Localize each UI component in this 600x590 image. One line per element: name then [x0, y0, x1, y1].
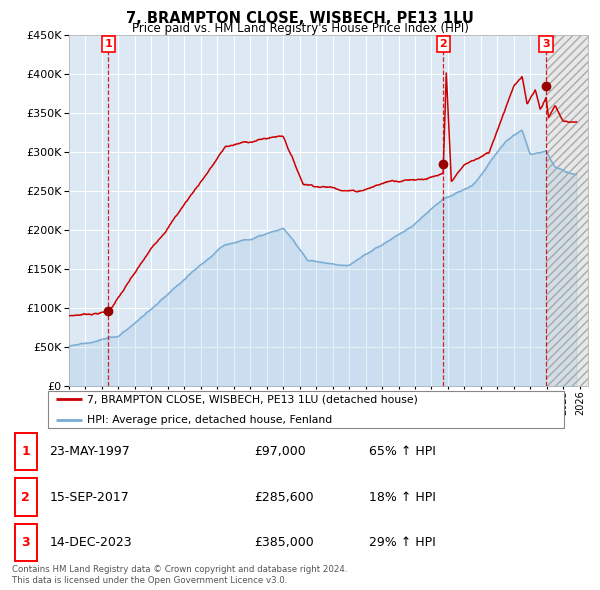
Text: 14-DEC-2023: 14-DEC-2023: [49, 536, 132, 549]
Text: 7, BRAMPTON CLOSE, WISBECH, PE13 1LU: 7, BRAMPTON CLOSE, WISBECH, PE13 1LU: [126, 11, 474, 25]
Text: 23-MAY-1997: 23-MAY-1997: [49, 445, 130, 458]
Text: 1: 1: [104, 39, 112, 49]
Text: £385,000: £385,000: [254, 536, 314, 549]
Text: Contains HM Land Registry data © Crown copyright and database right 2024.
This d: Contains HM Land Registry data © Crown c…: [12, 565, 347, 585]
Text: HPI: Average price, detached house, Fenland: HPI: Average price, detached house, Fenl…: [86, 415, 332, 425]
Text: £97,000: £97,000: [254, 445, 305, 458]
Text: 18% ↑ HPI: 18% ↑ HPI: [369, 490, 436, 504]
Bar: [546, 35, 600, 386]
Text: 65% ↑ HPI: 65% ↑ HPI: [369, 445, 436, 458]
Text: 2: 2: [439, 39, 447, 49]
Text: 3: 3: [542, 39, 550, 49]
FancyBboxPatch shape: [15, 432, 37, 470]
FancyBboxPatch shape: [48, 391, 564, 428]
Text: £285,600: £285,600: [254, 490, 314, 504]
Text: 2: 2: [22, 490, 30, 504]
Text: 3: 3: [22, 536, 30, 549]
Text: 1: 1: [22, 445, 30, 458]
Text: Price paid vs. HM Land Registry's House Price Index (HPI): Price paid vs. HM Land Registry's House …: [131, 22, 469, 35]
Text: 15-SEP-2017: 15-SEP-2017: [49, 490, 129, 504]
Text: 29% ↑ HPI: 29% ↑ HPI: [369, 536, 436, 549]
Text: 7, BRAMPTON CLOSE, WISBECH, PE13 1LU (detached house): 7, BRAMPTON CLOSE, WISBECH, PE13 1LU (de…: [86, 394, 418, 404]
FancyBboxPatch shape: [15, 478, 37, 516]
FancyBboxPatch shape: [15, 525, 37, 562]
Bar: [546, 35, 600, 386]
